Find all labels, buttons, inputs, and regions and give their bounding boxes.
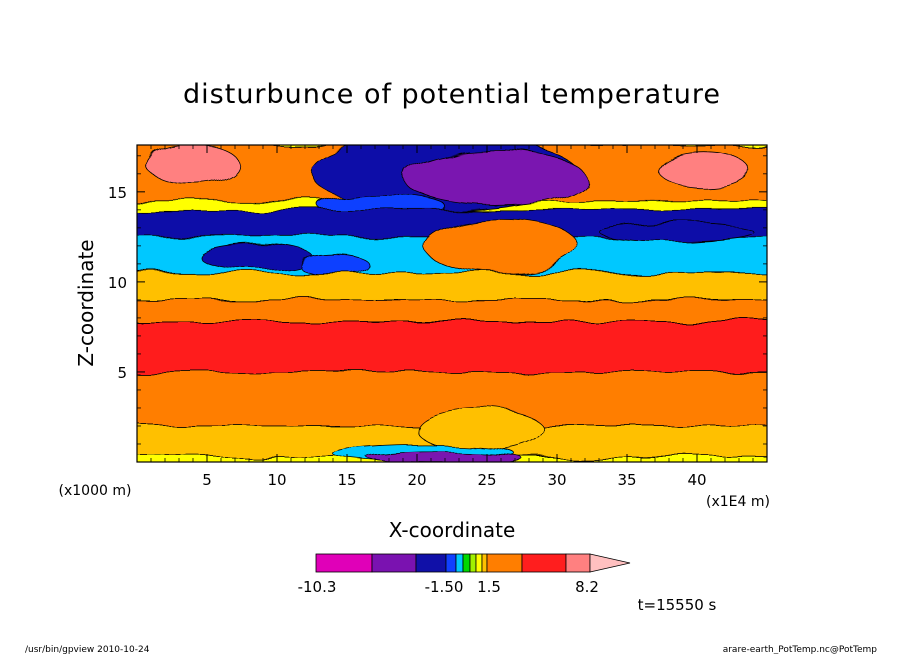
field-blob-8 [199,243,313,270]
colorbar-swatch-8 [481,553,488,573]
chart-title: disturbunce of potential temperature [183,79,721,110]
x-tick-label-20: 20 [407,471,426,489]
field-band-13 [137,299,767,322]
x-tick-label-25: 25 [477,471,496,489]
field-band-14 [137,321,767,373]
colorbar-label-2: 1.5 [477,578,501,596]
footer-left: /usr/bin/gpview 2010-10-24 [25,645,150,654]
colorbar-swatch-2 [415,553,447,573]
temperature-fields [137,145,767,462]
colorbar-swatch-11 [565,553,591,573]
field-blob-19 [367,451,523,462]
colorbar-swatch-5 [462,553,471,573]
field-blob-1 [146,145,240,186]
field-blob-11 [598,222,754,241]
x-tick-label-15: 15 [337,471,356,489]
field-band-12 [137,272,767,301]
x-tick-label-40: 40 [687,471,706,489]
footer-right: arare-earth_PotTemp.nc@PotTemp [723,645,878,654]
x-tick-label-30: 30 [547,471,566,489]
colorbar-swatch-6 [469,553,477,573]
colorbar-swatch-7 [475,553,483,573]
field-blob-2 [658,151,750,189]
y-axis-ticks: 5 10 15 [108,155,767,445]
field-blob-10 [423,218,579,274]
y-tick-label-15: 15 [108,184,127,202]
colorbar-swatch-0 [315,553,373,573]
colorbar-swatch-10 [521,553,567,573]
y-axis-unit: (x1000 m) [59,483,132,499]
x-axis-ticks: 5 10 15 20 25 30 35 40 [150,145,754,489]
plot-frame [136,144,768,463]
colorbar-swatch-3 [445,553,457,573]
colorbar-arrow [589,553,631,573]
x-tick-label-10: 10 [267,471,286,489]
y-tick-label-10: 10 [108,274,127,292]
colorbar-label-0: -10.3 [298,578,337,596]
x-axis-label: X-coordinate [389,518,516,542]
colorbar-label-1: -1.50 [425,578,464,596]
x-tick-label-5: 5 [202,471,212,489]
y-axis-label: Z-coordinate [74,239,98,366]
colorbar-label-3: 8.2 [575,578,599,596]
plot-area [137,145,767,462]
colorbar-swatch-9 [486,553,523,573]
x-axis-unit: (x1E4 m) [706,494,770,510]
y-tick-label-5: 5 [117,364,127,382]
colorbar-swatch-4 [455,553,464,573]
x-tick-label-35: 35 [617,471,636,489]
colorbar-swatch-1 [371,553,417,573]
field-blob-4 [402,150,586,205]
time-label: t=15550 s [638,596,717,614]
field-blob-9 [297,252,369,276]
colorbar: -10.3 -1.50 1.5 8.2 [298,553,631,596]
